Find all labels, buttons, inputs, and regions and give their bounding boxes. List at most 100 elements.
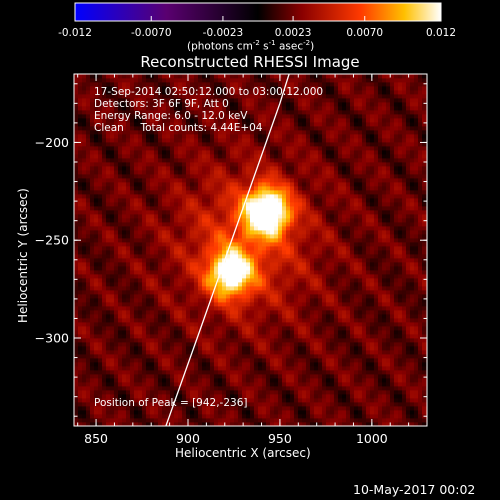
heatmap-pixel	[158, 106, 163, 111]
heatmap-pixel	[274, 286, 279, 291]
heatmap-pixel	[278, 250, 283, 255]
heatmap-pixel	[286, 162, 291, 167]
heatmap-pixel	[298, 326, 303, 331]
heatmap-pixel	[170, 98, 175, 103]
heatmap-pixel	[294, 158, 299, 163]
heatmap-pixel	[258, 398, 263, 403]
heatmap-pixel	[290, 282, 295, 287]
heatmap-pixel	[186, 290, 191, 295]
heatmap-pixel	[110, 330, 115, 335]
heatmap-pixel	[102, 82, 107, 87]
heatmap-pixel	[182, 262, 187, 267]
heatmap-pixel	[142, 226, 147, 231]
heatmap-pixel	[238, 94, 243, 99]
heatmap-pixel	[110, 206, 115, 211]
heatmap-pixel	[182, 282, 187, 287]
heatmap-pixel	[162, 298, 167, 303]
heatmap-pixel	[82, 162, 87, 167]
heatmap-pixel	[222, 346, 227, 351]
heatmap-pixel	[162, 354, 167, 359]
heatmap-pixel	[246, 142, 251, 147]
heatmap-pixel	[262, 78, 267, 83]
heatmap-pixel	[82, 402, 87, 407]
heatmap-pixel	[238, 206, 243, 211]
heatmap-pixel	[214, 106, 219, 111]
heatmap-pixel	[162, 378, 167, 383]
heatmap-pixel	[242, 350, 247, 355]
heatmap-pixel	[250, 298, 255, 303]
heatmap-pixel	[278, 294, 283, 299]
heatmap-pixel	[110, 226, 115, 231]
heatmap-pixel	[166, 390, 171, 395]
heatmap-pixel	[82, 338, 87, 343]
heatmap-pixel	[230, 298, 235, 303]
heatmap-pixel	[218, 398, 223, 403]
heatmap-pixel	[274, 158, 279, 163]
heatmap-pixel	[142, 350, 147, 355]
heatmap-pixel	[82, 258, 87, 263]
heatmap-pixel	[254, 94, 259, 99]
heatmap-pixel	[198, 246, 203, 251]
heatmap-pixel	[214, 158, 219, 163]
heatmap-pixel	[178, 342, 183, 347]
heatmap-pixel	[258, 178, 263, 183]
heatmap-pixel	[94, 242, 99, 247]
heatmap-pixel	[94, 130, 99, 135]
heatmap-pixel	[282, 74, 287, 79]
heatmap-pixel	[258, 170, 263, 175]
heatmap-pixel	[150, 102, 155, 107]
heatmap-pixel	[270, 174, 275, 179]
heatmap-pixel	[134, 118, 139, 123]
heatmap-pixel	[170, 254, 175, 259]
heatmap-pixel	[154, 402, 159, 407]
heatmap-pixel	[154, 334, 159, 339]
heatmap-pixel	[150, 346, 155, 351]
heatmap-pixel	[162, 210, 167, 215]
heatmap-pixel	[126, 142, 131, 147]
heatmap-pixel	[90, 78, 95, 83]
heatmap-pixel	[110, 110, 115, 115]
heatmap-pixel	[174, 238, 179, 243]
heatmap-pixel	[78, 270, 83, 275]
heatmap-pixel	[166, 398, 171, 403]
heatmap-pixel	[138, 162, 143, 167]
heatmap-pixel	[178, 318, 183, 323]
heatmap-pixel	[242, 234, 247, 239]
heatmap-pixel	[210, 366, 215, 371]
heatmap-pixel	[158, 422, 163, 426]
heatmap-pixel	[102, 78, 107, 83]
heatmap-pixel	[158, 306, 163, 311]
heatmap-pixel	[194, 222, 199, 227]
heatmap-pixel	[290, 322, 295, 327]
heatmap-pixel	[118, 150, 123, 155]
heatmap-pixel	[214, 86, 219, 91]
heatmap-pixel	[258, 210, 263, 215]
heatmap-pixel	[186, 374, 191, 379]
heatmap-pixel	[294, 326, 299, 331]
heatmap-pixel	[294, 262, 299, 267]
heatmap-pixel	[106, 358, 111, 363]
heatmap-pixel	[298, 242, 303, 247]
heatmap-pixel	[222, 330, 227, 335]
heatmap-pixel	[170, 110, 175, 115]
heatmap-pixel	[158, 410, 163, 415]
heatmap-pixel	[198, 374, 203, 379]
heatmap-pixel	[122, 246, 127, 251]
heatmap-pixel	[246, 202, 251, 207]
heatmap-pixel	[98, 310, 103, 315]
heatmap-pixel	[118, 186, 123, 191]
heatmap-pixel	[170, 202, 175, 207]
heatmap-pixel	[230, 362, 235, 367]
heatmap-pixel	[106, 282, 111, 287]
heatmap-pixel	[238, 134, 243, 139]
heatmap-pixel	[202, 206, 207, 211]
heatmap-pixel	[238, 414, 243, 419]
heatmap-pixel	[258, 266, 263, 271]
heatmap-pixel	[250, 422, 255, 426]
heatmap-pixel	[198, 418, 203, 423]
heatmap-pixel	[198, 210, 203, 215]
heatmap-pixel	[142, 246, 147, 251]
heatmap-pixel	[122, 302, 127, 307]
heatmap-pixel	[186, 174, 191, 179]
heatmap-pixel	[210, 146, 215, 151]
